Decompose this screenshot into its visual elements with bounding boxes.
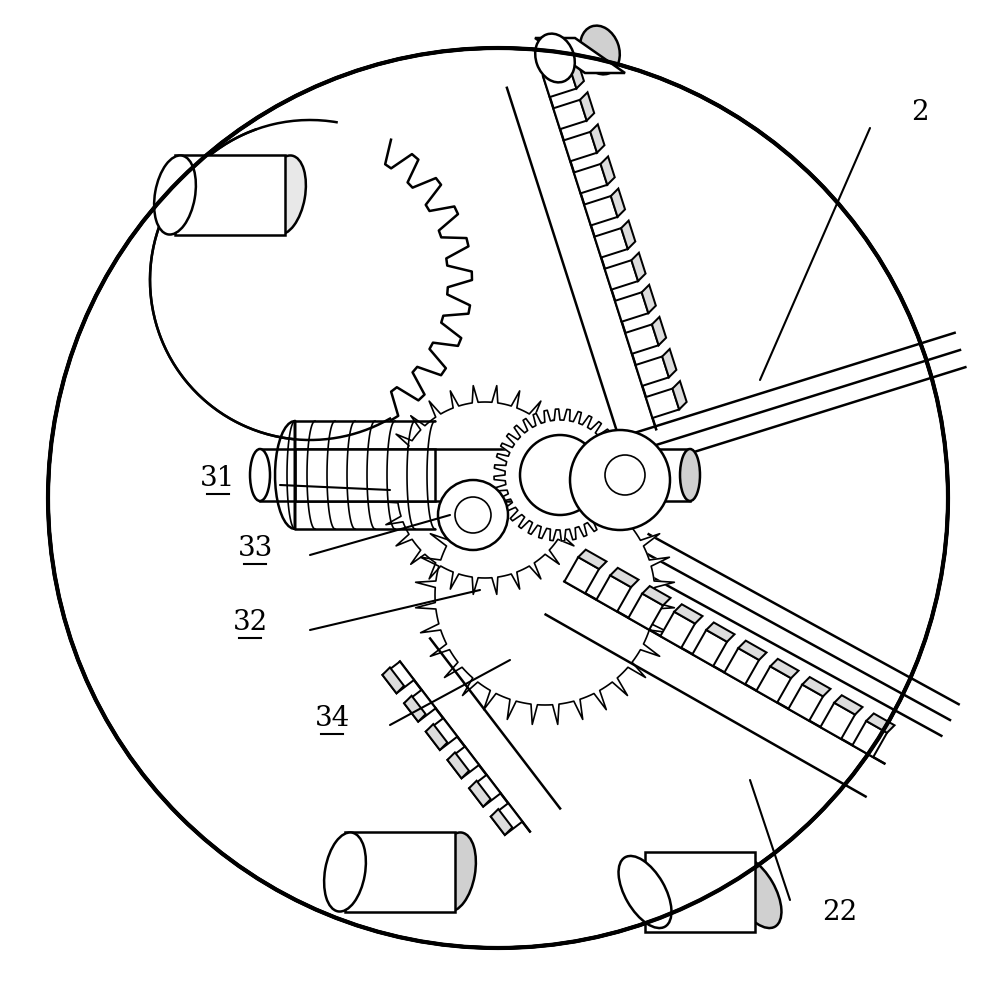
Polygon shape xyxy=(821,703,855,739)
Polygon shape xyxy=(652,317,666,345)
Ellipse shape xyxy=(250,449,270,501)
Polygon shape xyxy=(645,389,679,418)
Polygon shape xyxy=(738,641,767,660)
Polygon shape xyxy=(597,575,631,612)
Circle shape xyxy=(570,430,670,530)
Circle shape xyxy=(455,497,491,533)
Polygon shape xyxy=(382,667,404,693)
Polygon shape xyxy=(415,466,674,724)
Polygon shape xyxy=(565,557,599,593)
Circle shape xyxy=(438,480,508,550)
Polygon shape xyxy=(570,60,584,89)
Polygon shape xyxy=(611,568,638,587)
Polygon shape xyxy=(672,381,686,409)
Ellipse shape xyxy=(581,26,620,74)
Ellipse shape xyxy=(619,856,671,928)
Ellipse shape xyxy=(535,34,575,82)
Polygon shape xyxy=(295,449,435,501)
Polygon shape xyxy=(642,586,670,605)
Polygon shape xyxy=(543,68,577,97)
Text: 34: 34 xyxy=(315,704,350,732)
Ellipse shape xyxy=(324,832,366,912)
Polygon shape xyxy=(380,386,590,594)
Polygon shape xyxy=(660,612,695,648)
Ellipse shape xyxy=(434,832,476,912)
Polygon shape xyxy=(382,662,414,693)
Polygon shape xyxy=(605,260,638,290)
Circle shape xyxy=(520,435,600,515)
Polygon shape xyxy=(601,156,615,185)
Polygon shape xyxy=(425,724,447,750)
Polygon shape xyxy=(622,221,635,249)
Polygon shape xyxy=(628,594,663,630)
Polygon shape xyxy=(447,752,469,778)
Polygon shape xyxy=(579,550,607,569)
Polygon shape xyxy=(789,685,823,721)
Ellipse shape xyxy=(680,449,700,501)
Polygon shape xyxy=(175,155,285,235)
Polygon shape xyxy=(756,666,791,703)
Polygon shape xyxy=(611,189,625,217)
Polygon shape xyxy=(635,356,669,386)
Text: 2: 2 xyxy=(911,99,929,125)
Polygon shape xyxy=(641,285,655,313)
Polygon shape xyxy=(770,659,799,678)
Polygon shape xyxy=(724,648,759,684)
Polygon shape xyxy=(615,292,648,322)
Polygon shape xyxy=(645,852,755,932)
Polygon shape xyxy=(853,721,887,757)
Polygon shape xyxy=(469,781,491,807)
Ellipse shape xyxy=(154,155,196,235)
Polygon shape xyxy=(706,622,734,642)
Polygon shape xyxy=(662,349,676,377)
Polygon shape xyxy=(631,253,645,281)
Circle shape xyxy=(605,455,645,495)
Polygon shape xyxy=(835,695,863,715)
Polygon shape xyxy=(692,630,727,666)
Polygon shape xyxy=(491,809,512,835)
Ellipse shape xyxy=(728,856,782,928)
Polygon shape xyxy=(425,718,457,750)
Polygon shape xyxy=(574,164,608,193)
Polygon shape xyxy=(494,409,626,541)
Polygon shape xyxy=(345,832,455,912)
Polygon shape xyxy=(802,677,831,696)
Polygon shape xyxy=(674,604,702,624)
Polygon shape xyxy=(595,228,627,258)
Circle shape xyxy=(48,48,948,948)
Polygon shape xyxy=(469,775,501,807)
Text: 31: 31 xyxy=(200,464,236,491)
Polygon shape xyxy=(260,449,690,501)
Polygon shape xyxy=(867,713,894,733)
Polygon shape xyxy=(585,196,618,225)
Text: 32: 32 xyxy=(232,608,268,636)
Polygon shape xyxy=(625,324,658,354)
Ellipse shape xyxy=(264,155,306,235)
Polygon shape xyxy=(564,132,597,161)
Text: 22: 22 xyxy=(823,898,858,926)
Polygon shape xyxy=(535,38,625,73)
Polygon shape xyxy=(447,747,479,778)
Polygon shape xyxy=(404,690,435,722)
Polygon shape xyxy=(404,696,425,722)
Polygon shape xyxy=(580,92,595,121)
Text: 33: 33 xyxy=(237,534,273,562)
Polygon shape xyxy=(491,803,522,835)
Polygon shape xyxy=(591,124,605,153)
Polygon shape xyxy=(554,100,587,129)
